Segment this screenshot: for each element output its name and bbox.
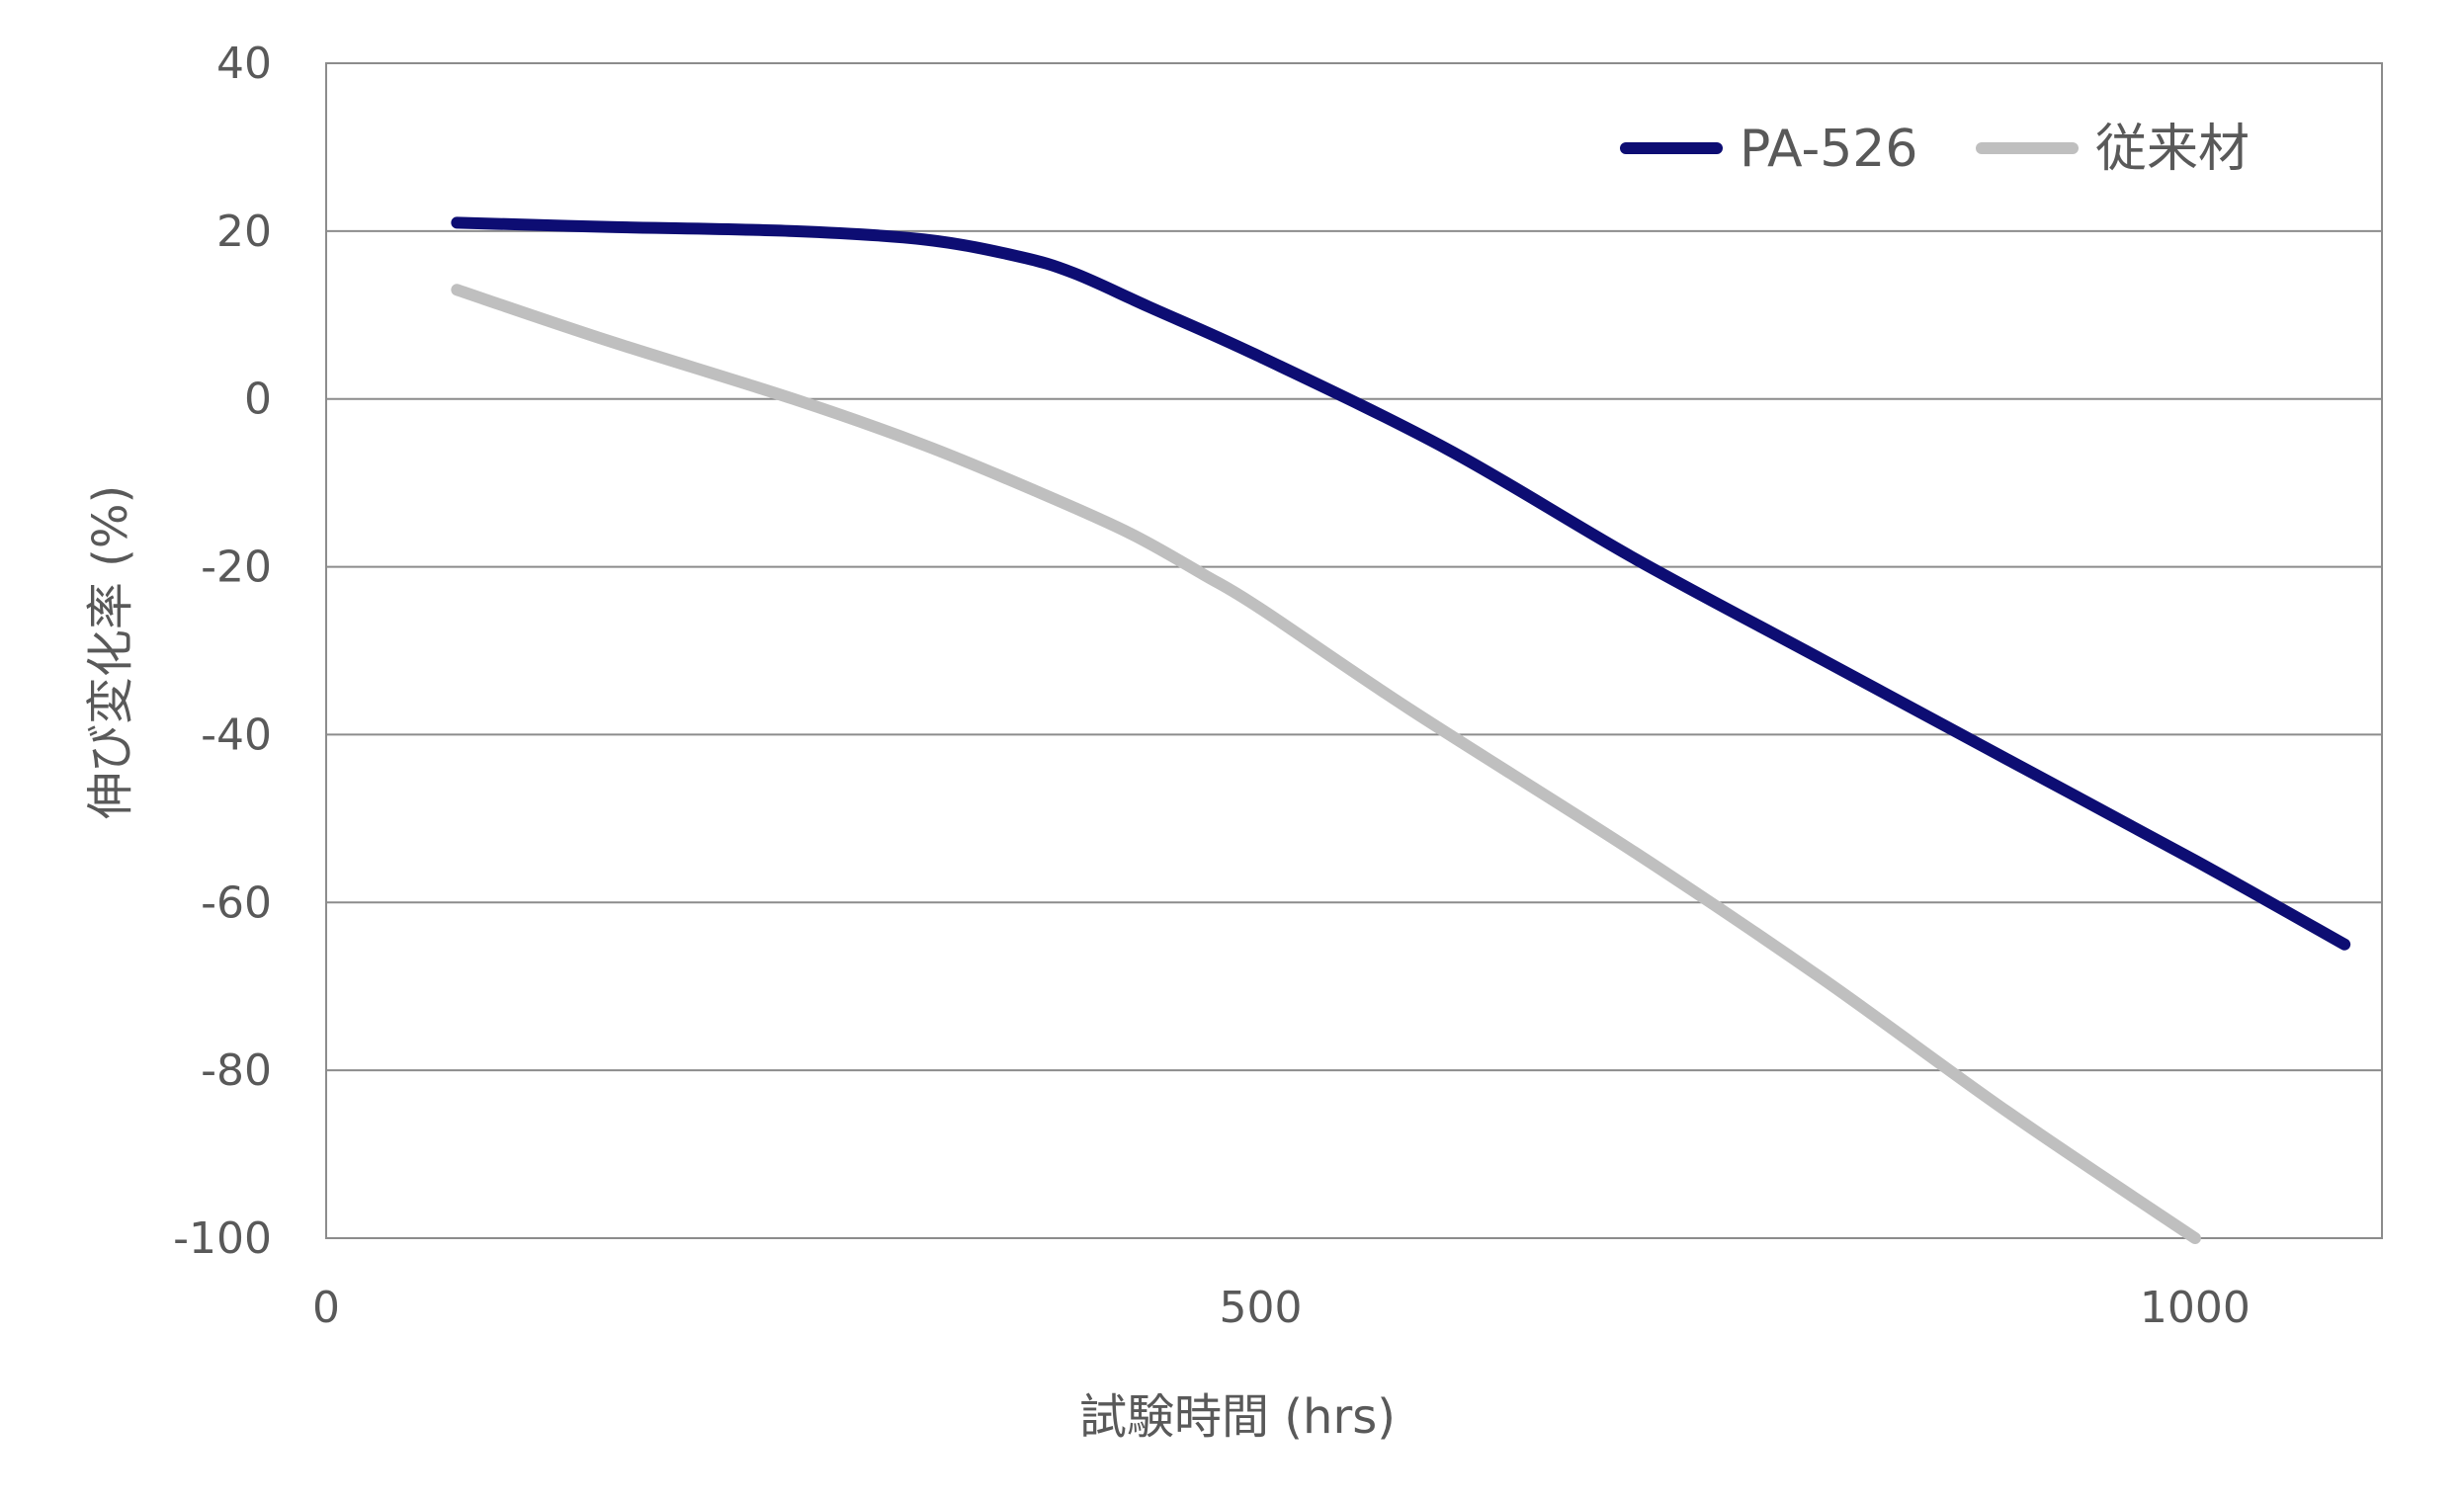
- series-line-1: [451, 216, 2351, 951]
- y-tick-label: -80: [201, 1045, 272, 1096]
- x-axis-title: 試験時間 (hrs): [1079, 1389, 1396, 1445]
- legend: PA-526 従来材: [1620, 120, 2250, 179]
- series-line-2: [451, 284, 2201, 1244]
- y-tick-label: 40: [216, 39, 272, 89]
- x-tick-label: 500: [1219, 1283, 1302, 1333]
- y-tick-label: -60: [201, 877, 272, 928]
- y-tick-label: -100: [173, 1213, 272, 1264]
- x-tick-label: 0: [312, 1283, 340, 1333]
- legend-label: 従来材: [2095, 120, 2250, 179]
- x-axis-ticks: 0 500 1000: [312, 1283, 2251, 1333]
- y-tick-label: -20: [201, 543, 272, 593]
- gridlines: [326, 62, 2382, 1239]
- y-axis-title: 伸び変化率 (%): [83, 485, 138, 819]
- y-tick-label: 0: [244, 375, 272, 425]
- plot-area-border: [325, 62, 2383, 1239]
- y-tick-label: 20: [216, 207, 272, 257]
- y-axis-ticks: 40 20 0 -20 -40 -60 -80 -100: [173, 39, 272, 1264]
- legend-label: PA-526: [1740, 120, 1917, 179]
- x-tick-label: 1000: [2140, 1283, 2251, 1333]
- y-tick-label: -40: [201, 710, 272, 760]
- series-lines: [451, 216, 2351, 1244]
